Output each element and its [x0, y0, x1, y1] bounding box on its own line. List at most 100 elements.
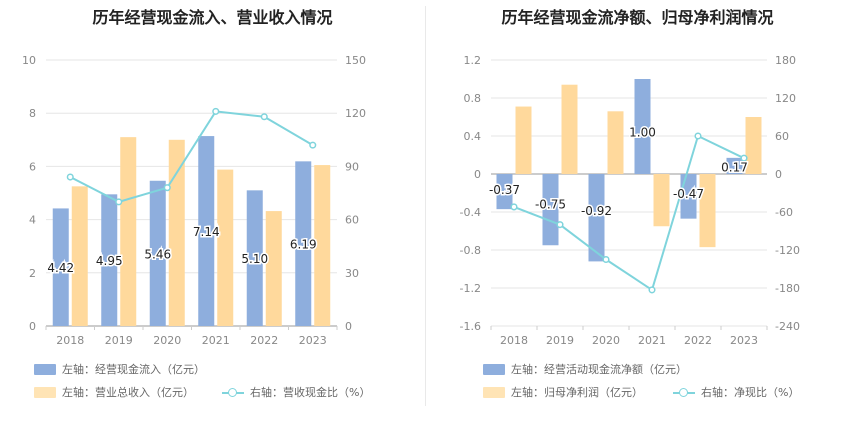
line-point [510, 203, 518, 211]
data-label: 1.00 [629, 125, 656, 139]
y-left-tick-label: 6 [29, 160, 36, 173]
line-point [694, 132, 702, 140]
y-right-tick-label: 0 [345, 320, 352, 333]
data-label: 5.10 [241, 252, 268, 266]
x-tick-label: 2022 [684, 334, 712, 347]
y-left-tick-label: 0 [29, 320, 36, 333]
line-point [212, 107, 220, 115]
line-point [260, 113, 268, 121]
data-label: 5.46 [144, 247, 171, 261]
y-left-tick-label: 4 [29, 214, 36, 227]
x-tick-label: 2020 [592, 334, 620, 347]
bar-primary [295, 161, 312, 326]
y-left-tick-label: 2 [29, 267, 36, 280]
y-right-tick-label: 60 [775, 130, 789, 143]
line-point [163, 184, 171, 192]
legend-item-cash-inflow[interactable]: 左轴：经营现金流入（亿元） [34, 361, 205, 377]
y-left-tick-label: 0.8 [464, 92, 482, 105]
bar-primary [52, 208, 69, 326]
legend-swatch [34, 386, 56, 398]
x-tick-label: 2021 [202, 334, 230, 347]
y-right-tick-label: -60 [775, 206, 793, 219]
data-label: -0.47 [673, 187, 704, 201]
line-point [602, 255, 610, 264]
x-tick-label: 2019 [105, 334, 133, 347]
y-left-tick-label: -1.2 [460, 282, 481, 295]
y-right-tick-label: -180 [775, 282, 800, 295]
bar-primary [149, 180, 166, 326]
bar-secondary [515, 106, 532, 174]
y-right-tick-label: 60 [345, 214, 359, 227]
line-point [66, 173, 74, 181]
legend-item-net-cashflow[interactable]: 左轴：经营活动现金流净额（亿元） [483, 361, 687, 377]
chart-title: 历年经营现金流入、营业收入情况 [92, 8, 333, 27]
y-left-tick-label: 8 [29, 107, 36, 120]
legend-label: 左轴：经营活动现金流净额（亿元） [511, 363, 687, 376]
line-point [740, 154, 748, 162]
legend-swatch [34, 363, 56, 375]
legend-label: 左轴：归母净利润（亿元） [511, 386, 643, 399]
legend-label: 右轴：净现比（%） [701, 386, 800, 399]
bar-primary [588, 174, 605, 262]
bar-secondary [653, 174, 670, 227]
x-tick-label: 2018 [56, 334, 84, 347]
data-label: 0.17 [721, 161, 748, 175]
legend-label: 左轴：营业总收入（亿元） [62, 386, 194, 399]
y-left-tick-label: 1.2 [464, 54, 482, 67]
y-left-tick-label: -1.6 [460, 320, 481, 333]
bar-primary [680, 174, 697, 219]
legend-item-revenue[interactable]: 左轴：营业总收入（亿元） [34, 384, 194, 400]
chart-plot: -1.6 -1.2 -0.8 -0.4 0 0.4 0.8 1.2 -240 -180 -120 -6… [460, 54, 800, 347]
legend-swatch [222, 387, 244, 398]
line-point [309, 141, 317, 149]
chart-panel-net-cashflow: 历年经营现金流净额、归母净利润情况 -1.6 -1.2 -0.8 -0.4 0 0.4 0.… [425, 0, 850, 437]
y-left-tick-label: -0.8 [460, 244, 481, 257]
legend-item-net-profit[interactable]: 左轴：归母净利润（亿元） [483, 384, 643, 400]
y-right-tick-label: 90 [345, 160, 359, 173]
y-right-tick-label: 30 [345, 267, 359, 280]
bar-secondary [607, 111, 624, 174]
bar-secondary [265, 211, 282, 326]
chart-panel-cashflow-inflow: 历年经营现金流入、营业收入情况 0 2 4 6 8 10 0 30 60 90 120 150 2018… [22, 8, 370, 400]
data-label: -0.75 [535, 198, 566, 212]
legend-label: 左轴：经营现金流入（亿元） [62, 363, 205, 376]
x-tick-label: 2022 [250, 334, 278, 347]
data-label: 4.95 [96, 254, 123, 268]
line-series [69, 110, 314, 203]
data-label: 4.42 [47, 261, 74, 275]
x-tick-label: 2020 [153, 334, 181, 347]
panel-divider [425, 6, 426, 406]
bar-secondary [71, 186, 88, 326]
legend-item-ratio[interactable]: 右轴：营收现金比（%） [222, 384, 370, 400]
line-point [115, 198, 123, 206]
y-right-tick-label: 120 [345, 107, 366, 120]
bar-primary [198, 136, 215, 326]
bar-secondary [561, 84, 578, 174]
line-point [648, 286, 656, 294]
legend-swatch [483, 386, 505, 398]
legend-swatch [483, 363, 505, 375]
bar-primary [496, 174, 513, 210]
y-left-tick-label: 10 [22, 54, 36, 67]
data-label: -0.92 [581, 204, 612, 218]
bar-primary [726, 157, 743, 174]
x-tick-label: 2018 [500, 334, 528, 347]
y-left-tick-label: 0 [474, 168, 481, 181]
bar-secondary [699, 174, 716, 248]
legend-item-net-cash-ratio[interactable]: 右轴：净现比（%） [673, 384, 799, 400]
bar-primary [634, 79, 651, 174]
legend-label: 右轴：营收现金比（%） [250, 386, 371, 399]
line-series [513, 134, 745, 292]
x-tick-label: 2023 [299, 334, 327, 347]
y-left-tick-label: 0.4 [464, 130, 482, 143]
bar-secondary [217, 169, 234, 326]
x-tick-label: 2021 [638, 334, 666, 347]
data-label: -0.37 [489, 183, 520, 197]
bar-secondary [745, 117, 762, 174]
x-tick-label: 2019 [546, 334, 574, 347]
chart-title: 历年经营现金流净额、归母净利润情况 [501, 8, 774, 27]
y-right-tick-label: 0 [775, 168, 782, 181]
data-label: 6.19 [290, 238, 317, 252]
chart-plot: 0 2 4 6 8 10 0 30 60 90 120 150 2018 2019 2020 2021 2022… [22, 54, 366, 347]
bar-secondary [120, 137, 137, 326]
